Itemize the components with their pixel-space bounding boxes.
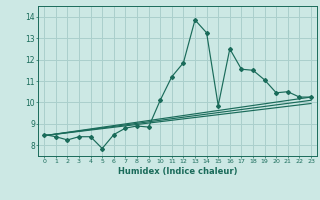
- X-axis label: Humidex (Indice chaleur): Humidex (Indice chaleur): [118, 167, 237, 176]
